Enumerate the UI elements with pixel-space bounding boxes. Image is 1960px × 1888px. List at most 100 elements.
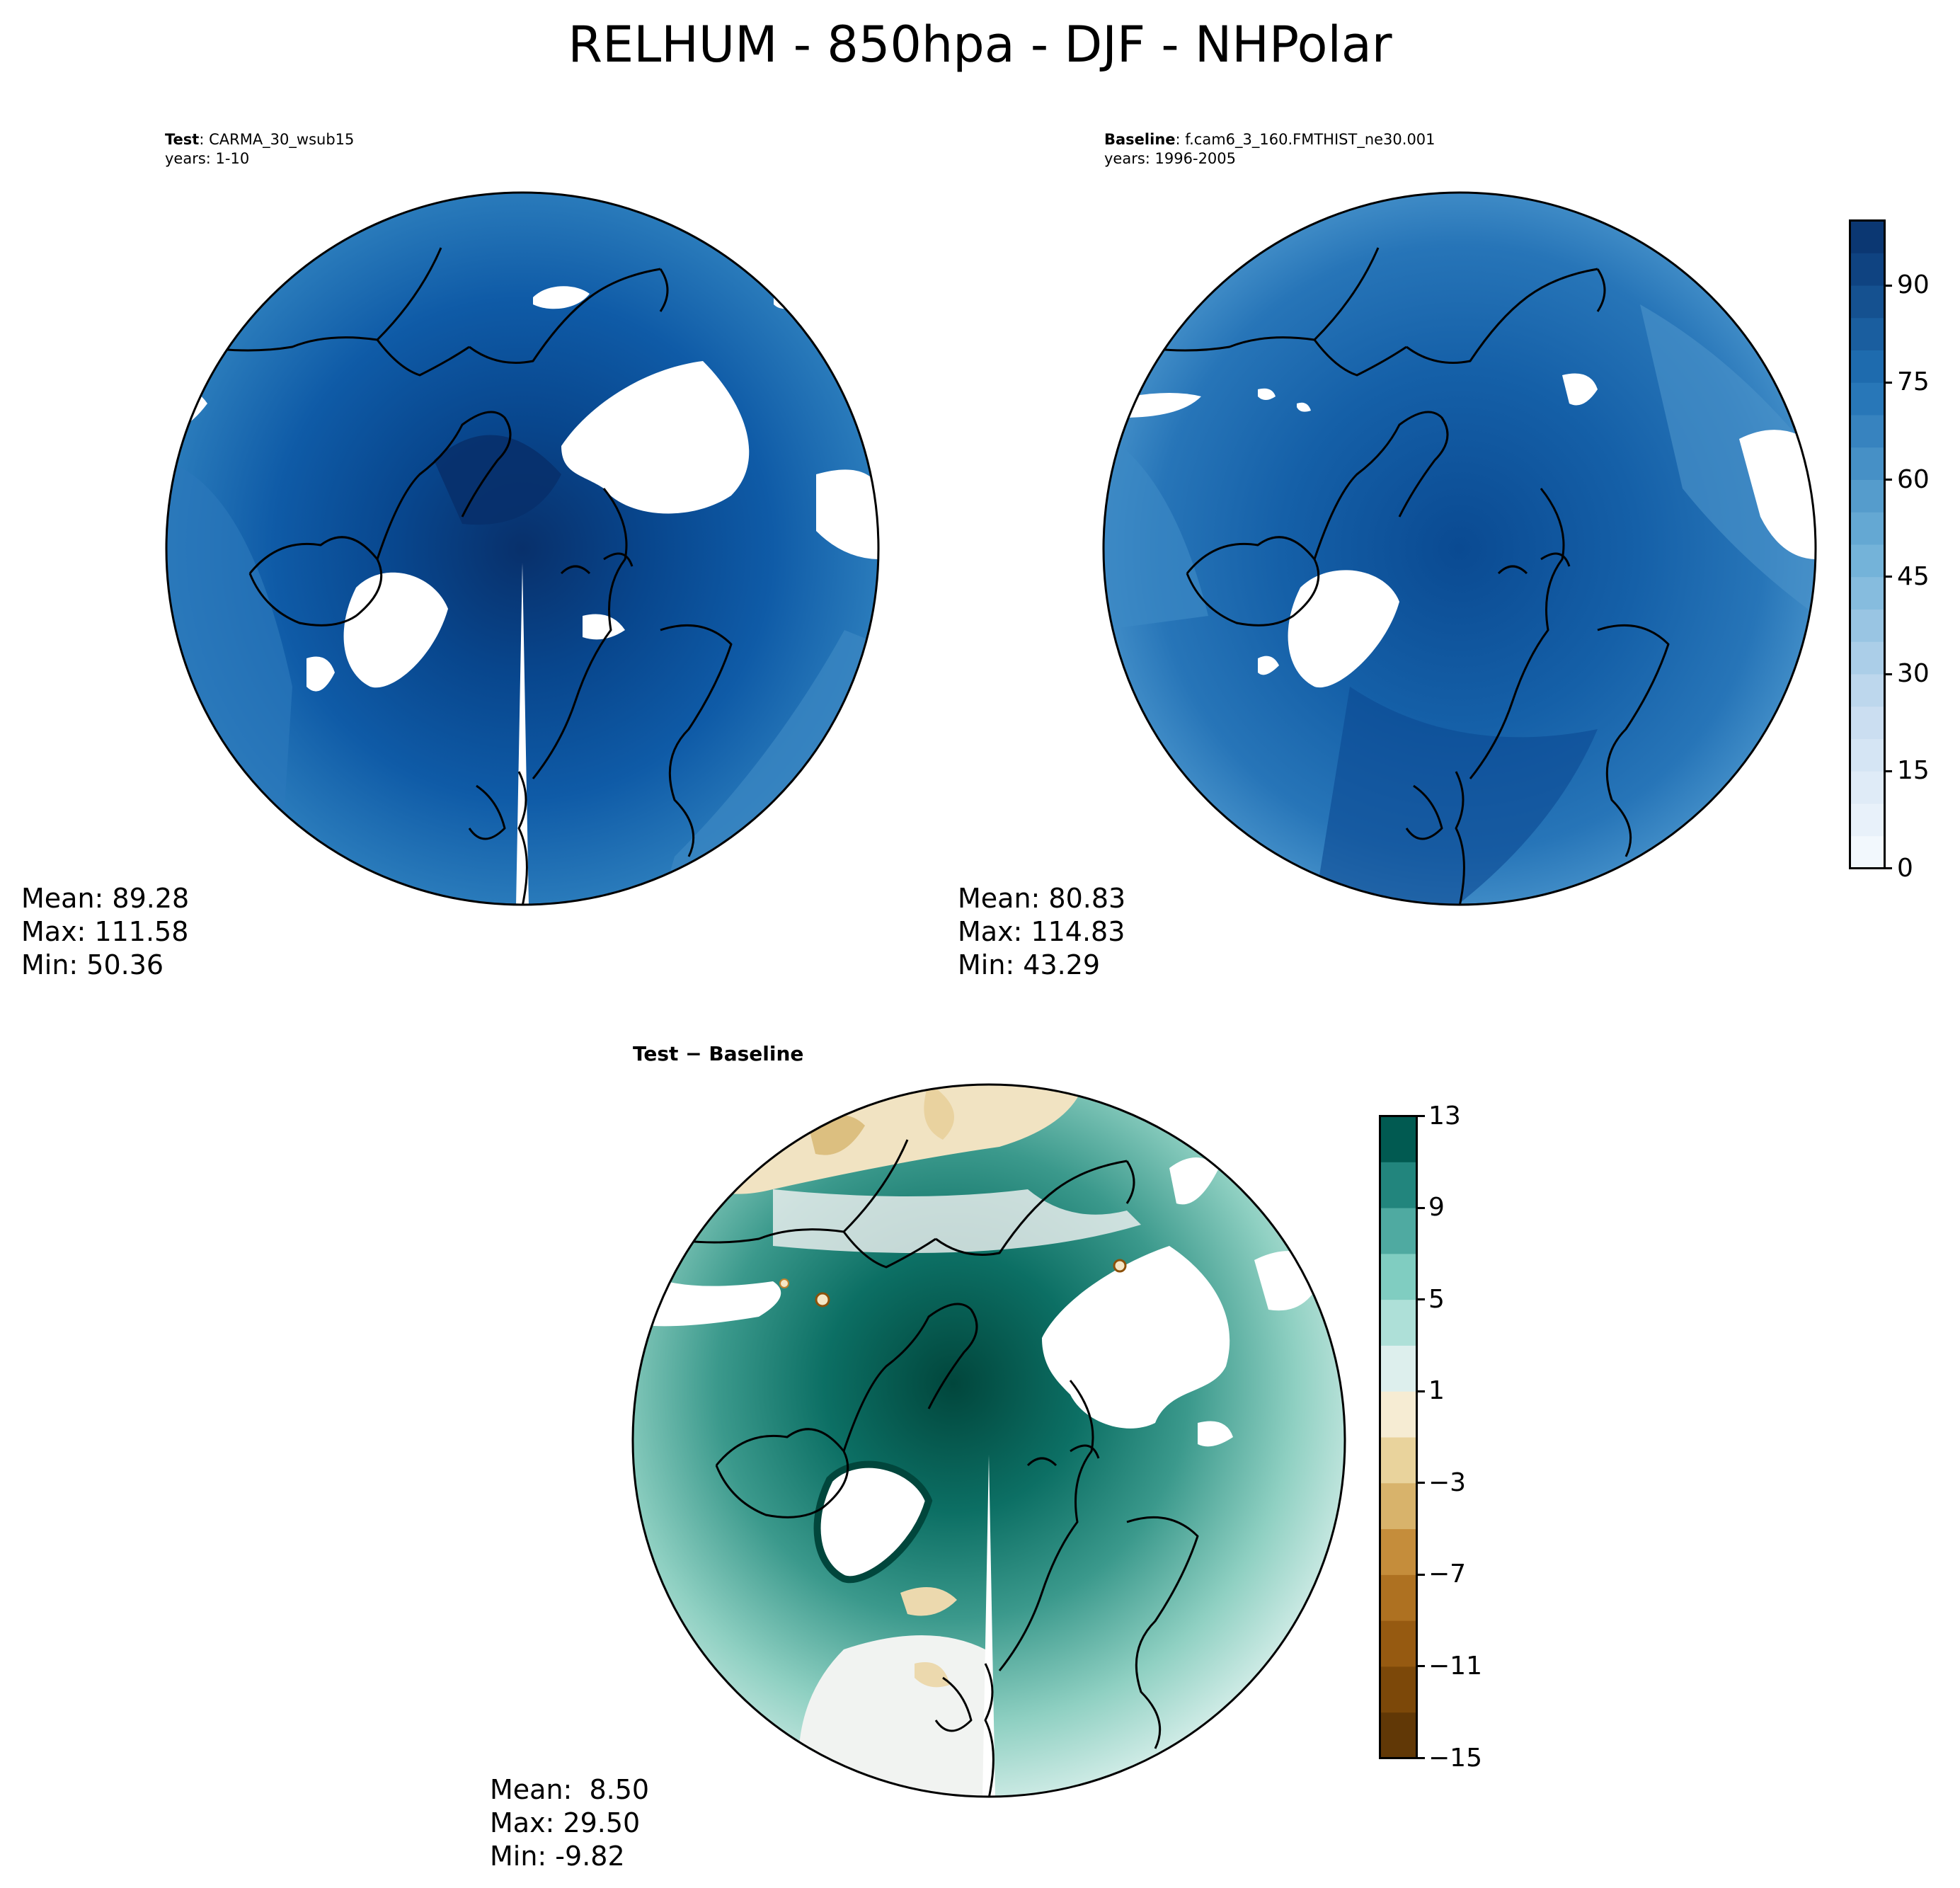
main-colorbar-cell xyxy=(1850,706,1885,739)
test-missing-region xyxy=(583,614,625,640)
test-max: Max: 111.58 xyxy=(21,916,189,947)
baseline-missing-region xyxy=(1123,393,1201,418)
difference-colorbar-cell xyxy=(1380,1208,1417,1254)
main-colorbar-cell xyxy=(1850,544,1885,578)
test-seam xyxy=(516,563,529,905)
main-colorbar-tick-mark xyxy=(1885,867,1892,869)
difference-colorbar-cell xyxy=(1380,1437,1417,1484)
difference-colorbar-cell xyxy=(1380,1666,1417,1713)
difference-colorbar-cell xyxy=(1380,1299,1417,1346)
baseline-max: Max: 114.83 xyxy=(958,916,1125,947)
difference-missing-region xyxy=(1042,1246,1230,1429)
main-colorbar-frame xyxy=(1849,219,1886,869)
baseline-field-band xyxy=(1640,304,1816,616)
main-colorbar-cell xyxy=(1850,317,1885,350)
main-colorbar-cell xyxy=(1850,415,1885,448)
baseline-coastlines xyxy=(1137,247,1670,905)
main-colorbar-cell xyxy=(1850,738,1885,772)
test-stats: Mean: 89.28 Max: 111.58 Min: 50.36 xyxy=(21,882,189,982)
baseline-field-band xyxy=(1104,432,1208,630)
test-missing-region xyxy=(816,469,878,559)
main-colorbar xyxy=(1849,219,1886,869)
main-colorbar-tick-mark xyxy=(1885,576,1892,578)
difference-missing-region xyxy=(1198,1421,1233,1447)
difference-colorbar-frame xyxy=(1379,1115,1418,1759)
baseline-missing-region xyxy=(1562,373,1598,406)
main-colorbar-cell xyxy=(1850,220,1885,253)
test-missing-region xyxy=(561,361,750,514)
difference-colorbar-tick-label: 9 xyxy=(1428,1193,1445,1223)
test-missing-region xyxy=(774,256,852,309)
main-colorbar-cell xyxy=(1850,835,1885,869)
test-label-case: : CARMA_30_wsub15 xyxy=(199,131,355,148)
main-colorbar-cell xyxy=(1850,512,1885,545)
test-mean: Mean: 89.28 xyxy=(21,883,190,914)
main-colorbar-cell xyxy=(1850,479,1885,513)
baseline-mean: Mean: 80.83 xyxy=(958,883,1126,914)
main-colorbar-cell xyxy=(1850,382,1885,416)
difference-colorbar-tick-label: −7 xyxy=(1428,1560,1467,1589)
difference-missing-region xyxy=(633,1267,781,1327)
difference-colorbar-tick-mark xyxy=(1418,1206,1425,1209)
baseline-missing-region xyxy=(1297,402,1311,412)
difference-negative-region xyxy=(900,1587,957,1616)
test-coastlines xyxy=(200,247,733,905)
main-colorbar-cell xyxy=(1850,350,1885,383)
difference-min: Min: -9.82 xyxy=(490,1841,625,1872)
difference-colorbar-tick-label: −3 xyxy=(1428,1468,1467,1497)
baseline-min: Min: 43.29 xyxy=(958,949,1101,980)
main-colorbar-cell xyxy=(1850,674,1885,707)
baseline-missing-region xyxy=(1258,388,1276,400)
test-case-label: Test: CARMA_30_wsub15 years: 1-10 xyxy=(165,130,354,168)
test-label-bold: Test xyxy=(165,131,200,148)
difference-colorbar-tick-label: −15 xyxy=(1428,1743,1482,1773)
difference-colorbar-tick-mark xyxy=(1418,1390,1425,1392)
test-polar-map xyxy=(165,191,880,906)
main-colorbar-tick-mark xyxy=(1885,284,1892,287)
main-colorbar-cell xyxy=(1850,285,1885,319)
main-colorbar-cell xyxy=(1850,253,1885,286)
baseline-stats: Mean: 80.83 Max: 114.83 Min: 43.29 xyxy=(958,882,1125,982)
difference-stats: Mean: 8.50 Max: 29.50 Min: -9.82 xyxy=(490,1773,649,1873)
difference-colorbar-tick-mark xyxy=(1418,1115,1425,1117)
difference-colorbar-tick-mark xyxy=(1418,1757,1425,1759)
main-colorbar-tick-label: 0 xyxy=(1897,853,1913,883)
test-map-boundary xyxy=(165,191,880,906)
difference-colorbar-cell xyxy=(1380,1620,1417,1667)
test-years: years: 1-10 xyxy=(165,150,250,167)
difference-neutral-band xyxy=(773,1189,1141,1253)
difference-colorbar-tick-label: −11 xyxy=(1428,1651,1482,1681)
difference-colorbar-cell xyxy=(1380,1712,1417,1758)
difference-colorbar-cell xyxy=(1380,1391,1417,1438)
baseline-missing-region xyxy=(1739,430,1816,559)
difference-colorbar-cell xyxy=(1380,1574,1417,1621)
difference-colorbar-tick-label: 13 xyxy=(1428,1101,1461,1131)
main-colorbar-tick-mark xyxy=(1885,673,1892,675)
difference-coastlines xyxy=(666,1139,1199,1797)
baseline-label-case: : f.cam6_3_160.FMTHIST_ne30.001 xyxy=(1175,131,1435,148)
difference-colorbar-cell xyxy=(1380,1253,1417,1300)
difference-colorbar-tick-label: 5 xyxy=(1428,1284,1445,1314)
main-colorbar-cell xyxy=(1850,771,1885,804)
main-colorbar-cell xyxy=(1850,609,1885,642)
difference-negative-region xyxy=(915,1662,950,1688)
main-colorbar-tick-label: 15 xyxy=(1897,756,1930,786)
baseline-years: years: 1996-2005 xyxy=(1104,150,1237,167)
difference-colorbar-tick-mark xyxy=(1418,1298,1425,1301)
figure-title: RELHUM - 850hpa - DJF - NHPolar xyxy=(568,16,1392,74)
main-colorbar-tick-label: 75 xyxy=(1897,367,1930,397)
main-colorbar-cell xyxy=(1850,803,1885,837)
main-colorbar-tick-label: 60 xyxy=(1897,464,1930,494)
difference-colorbar-cell xyxy=(1380,1162,1417,1208)
baseline-missing-region xyxy=(1258,656,1279,675)
difference-mean: Mean: 8.50 xyxy=(490,1774,650,1805)
difference-hotspot xyxy=(815,1292,830,1308)
baseline-polar-map xyxy=(1102,191,1817,906)
test-missing-region xyxy=(533,286,590,309)
difference-colorbar-cell xyxy=(1380,1482,1417,1530)
difference-max: Max: 29.50 xyxy=(490,1807,641,1838)
baseline-label-bold: Baseline xyxy=(1104,131,1176,148)
main-colorbar-tick-mark xyxy=(1885,381,1892,384)
test-missing-region xyxy=(306,656,335,692)
